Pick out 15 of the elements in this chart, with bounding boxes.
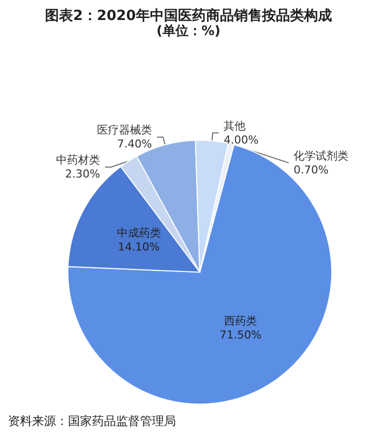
slice-label: 其他	[224, 119, 246, 132]
data-label: 7.40%	[117, 138, 152, 151]
slice-label: 中成药类	[116, 226, 161, 240]
slice-label: 化学试剂类	[294, 149, 349, 162]
chart-title: 图表2：2020年中国医药商品销售按品类构成	[45, 7, 332, 24]
data-label: 4.00%	[224, 133, 259, 146]
data-label: 14.10%	[118, 240, 160, 254]
slice-label: 医疗器械类	[97, 124, 152, 137]
data-label: 2.30%	[65, 168, 100, 181]
slice-label: 中药材类	[56, 154, 100, 167]
data-label: 71.50%	[220, 328, 262, 342]
data-label: 0.70%	[294, 163, 329, 176]
chart-subtitle: (单位：%)	[156, 23, 220, 39]
text: 资料来源：国家药品监督管理局	[8, 414, 176, 428]
slice-label: 西药类	[224, 314, 258, 328]
